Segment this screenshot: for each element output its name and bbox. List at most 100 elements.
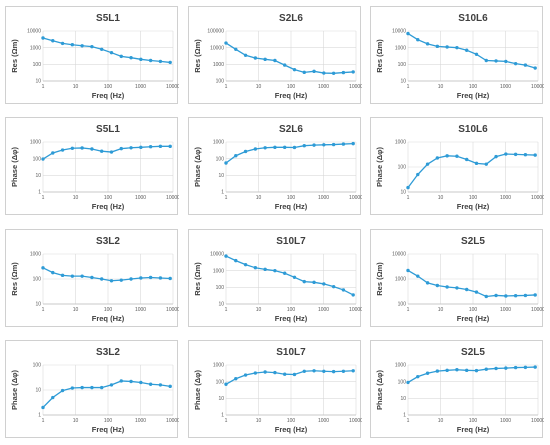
data-point [341, 70, 346, 75]
y-tick-label: 100 [216, 285, 225, 291]
chart-title: S5L1 [96, 124, 120, 135]
y-tick-label: 100 [216, 156, 225, 162]
x-tick-label: 1000 [500, 418, 511, 424]
data-point [312, 280, 316, 285]
x-tick-label: 10 [256, 195, 262, 201]
data-point [139, 380, 143, 385]
data-point [139, 145, 143, 150]
data-point [312, 143, 316, 147]
y-axis-label: Res (Ωm) [193, 39, 202, 73]
chart-svg: 1 10 100 1000 1 10 100 1000 10000 S2L5 Freq (Hz) Ph… [375, 347, 544, 434]
chart-title: S3L2 [96, 347, 120, 358]
data-point [445, 285, 449, 289]
data-point [283, 145, 287, 150]
data-point [168, 276, 172, 281]
data-point [341, 288, 346, 292]
data-point [234, 47, 238, 51]
data-point [168, 384, 172, 389]
data-point [416, 274, 420, 278]
data-point [70, 274, 75, 278]
chart-svg: 1 10 100 1000 1 10 100 1000 10000 S2L6 Freq (Hz) Ph… [193, 124, 362, 211]
y-axis-label: Phase (Δφ) [10, 147, 19, 187]
data-point [158, 383, 163, 387]
data-point [406, 31, 410, 36]
data-point [253, 56, 258, 60]
x-tick-label: 1 [407, 307, 410, 313]
data-point [119, 379, 123, 383]
data-point [253, 371, 258, 375]
y-axis-label: Phase (Δφ) [193, 147, 202, 187]
y-tick-label: 1000 [395, 45, 406, 51]
y-tick-label: 10 [35, 173, 41, 179]
data-point [129, 379, 133, 384]
chart-panel: 10 100 1000 10000 1 10 100 1000 10000 S10L6 Freq (… [370, 6, 544, 104]
y-axis-label: Res (Ωm) [10, 262, 19, 296]
data-point [523, 293, 528, 298]
y-tick-label: 1000 [30, 140, 41, 146]
chart-title: S2L5 [461, 236, 485, 247]
data-point [100, 47, 104, 51]
data-point [455, 286, 459, 290]
data-point [416, 38, 420, 42]
data-point [455, 154, 459, 158]
data-point [109, 383, 114, 387]
data-point [513, 365, 518, 370]
data-point [283, 271, 287, 275]
data-point [100, 149, 104, 153]
data-point [465, 287, 469, 292]
data-point [109, 50, 114, 55]
chart-svg: 100 1000 10000 1 10 100 1000 10000 S2L5 Freq (Hz)… [375, 236, 544, 323]
chart-panel: 1 10 100 1000 1 10 100 1000 10000 S10L7 Freq (Hz) P… [188, 340, 362, 438]
x-tick-label: 10000 [531, 84, 544, 90]
data-point [90, 147, 94, 151]
data-point [302, 143, 306, 148]
data-point [494, 366, 498, 371]
chart-title: S2L6 [279, 13, 303, 24]
data-point [322, 282, 326, 286]
y-axis-label: Res (Ωm) [193, 262, 202, 296]
chart-title: S2L6 [279, 124, 303, 135]
data-point [523, 153, 528, 157]
data-point [158, 144, 163, 149]
data-point [406, 268, 410, 273]
y-tick-label: 10 [35, 302, 41, 308]
data-point [148, 275, 153, 280]
x-tick-label: 1 [225, 307, 228, 313]
data-point [80, 146, 84, 150]
x-tick-label: 100 [287, 307, 296, 313]
data-point [119, 146, 123, 151]
y-axis-label: Res (Ωm) [375, 39, 384, 73]
x-tick-label: 10 [256, 418, 262, 424]
data-point [484, 294, 488, 299]
x-tick-label: 10 [438, 418, 444, 424]
x-axis-label: Freq (Hz) [457, 91, 490, 100]
data-point [322, 143, 326, 147]
data-point [494, 293, 498, 298]
y-tick-label: 100 [398, 302, 407, 308]
y-tick-label: 10000 [210, 45, 224, 51]
data-point [273, 370, 277, 375]
chart-svg: 100 1000 10000 100000 1 10 100 1000 10000 S2L6 Fre… [193, 13, 362, 100]
x-tick-label: 100 [104, 307, 113, 313]
chart-svg: 1 10 100 1 10 100 1000 10000 S3L2 Freq (Hz) Phase … [10, 347, 179, 434]
data-point [60, 148, 65, 152]
x-tick-label: 100 [287, 195, 296, 201]
data-point [425, 162, 430, 166]
data-point [474, 368, 479, 373]
x-tick-label: 10000 [531, 418, 544, 424]
data-point [109, 279, 114, 283]
chart-svg: 1 10 100 1000 1 10 100 1000 10000 S10L7 Freq (Hz) P… [193, 347, 362, 434]
data-point [445, 154, 449, 158]
data-point [158, 59, 163, 64]
x-tick-label: 1000 [500, 84, 511, 90]
x-tick-label: 1 [407, 84, 410, 90]
x-axis-label: Freq (Hz) [457, 202, 490, 211]
data-point [435, 283, 440, 288]
data-point [234, 258, 238, 263]
data-point [504, 366, 508, 370]
data-point [533, 153, 537, 157]
